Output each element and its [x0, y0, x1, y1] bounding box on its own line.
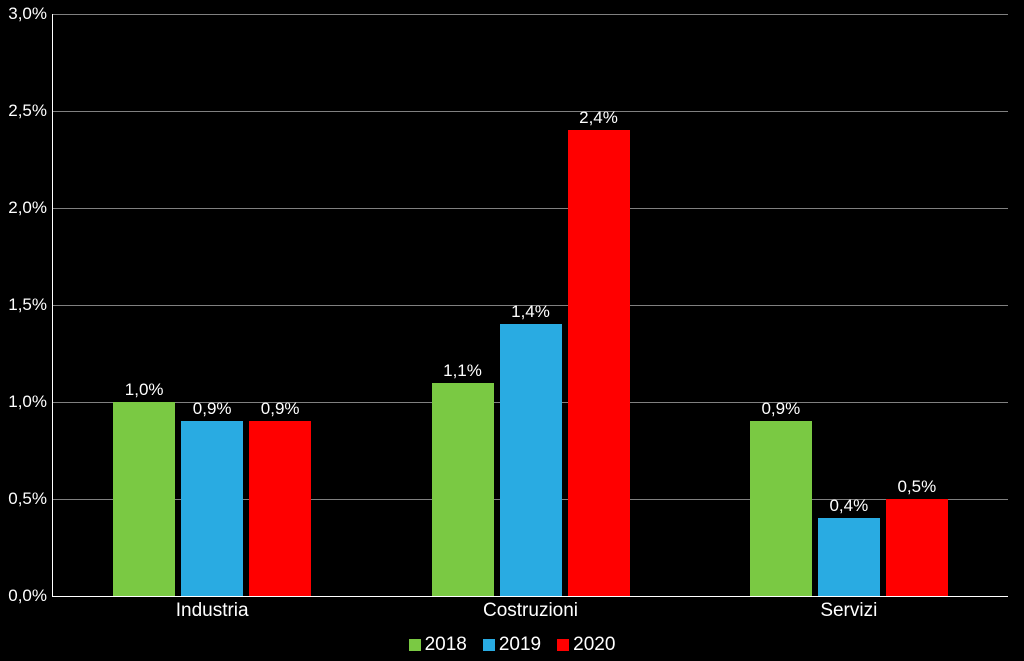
bar: 0,5%: [886, 499, 948, 596]
legend-item: 2019: [483, 634, 541, 656]
bar-value-label: 0,9%: [761, 399, 800, 421]
bar: 0,9%: [249, 421, 311, 596]
bar-value-label: 1,1%: [443, 361, 482, 383]
gridline: [53, 208, 1008, 209]
legend-label: 2019: [499, 634, 541, 656]
bar-value-label: 0,4%: [829, 496, 868, 518]
bar-chart: 0,0%0,5%1,0%1,5%2,0%2,5%3,0%Industria1,0…: [0, 0, 1024, 661]
y-tick-label: 1,5%: [8, 295, 53, 315]
bar-value-label: 0,9%: [193, 399, 232, 421]
y-tick-label: 0,0%: [8, 586, 53, 606]
y-tick-label: 2,5%: [8, 101, 53, 121]
y-tick-label: 0,5%: [8, 489, 53, 509]
gridline: [53, 111, 1008, 112]
x-tick-label: Costruzioni: [483, 596, 578, 622]
bar-value-label: 1,0%: [125, 380, 164, 402]
bar-value-label: 2,4%: [579, 108, 618, 130]
legend-label: 2018: [425, 634, 467, 656]
bar: 0,9%: [750, 421, 812, 596]
bar: 1,1%: [432, 383, 494, 596]
y-tick-label: 2,0%: [8, 198, 53, 218]
legend: 2018 2019 2020: [0, 634, 1024, 656]
bar: 2,4%: [568, 130, 630, 596]
bar: 1,0%: [113, 402, 175, 596]
bar-value-label: 1,4%: [511, 302, 550, 324]
bar-value-label: 0,9%: [261, 399, 300, 421]
y-tick-label: 3,0%: [8, 4, 53, 24]
legend-swatch: [409, 639, 421, 651]
legend-item: 2018: [409, 634, 467, 656]
x-tick-label: Industria: [176, 596, 249, 622]
bar-value-label: 0,5%: [897, 477, 936, 499]
gridline: [53, 14, 1008, 15]
legend-swatch: [557, 639, 569, 651]
bar: 1,4%: [500, 324, 562, 596]
bar: 0,4%: [818, 518, 880, 596]
legend-swatch: [483, 639, 495, 651]
plot-area: 0,0%0,5%1,0%1,5%2,0%2,5%3,0%Industria1,0…: [52, 14, 1008, 597]
legend-item: 2020: [557, 634, 615, 656]
bar: 0,9%: [181, 421, 243, 596]
x-tick-label: Servizi: [820, 596, 877, 622]
legend-label: 2020: [573, 634, 615, 656]
y-tick-label: 1,0%: [8, 392, 53, 412]
